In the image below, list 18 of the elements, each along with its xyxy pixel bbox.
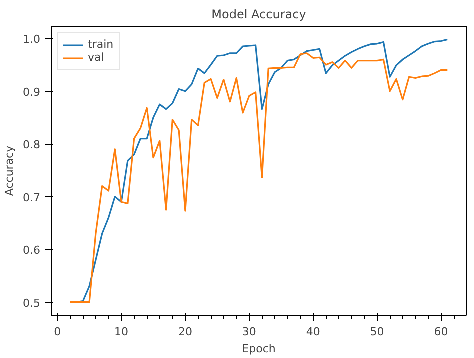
chart-title: Model Accuracy bbox=[212, 8, 306, 22]
y-axis-title: Accuracy bbox=[3, 145, 16, 196]
x-axis-title: Epoch bbox=[242, 342, 276, 356]
x-tick-label: 30 bbox=[242, 326, 256, 338]
x-tick-label: 20 bbox=[178, 326, 192, 338]
x-tick-label: 50 bbox=[370, 326, 384, 338]
x-tick-label: 60 bbox=[434, 326, 448, 338]
legend-label: val bbox=[88, 51, 106, 64]
y-tick-label: 0.6 bbox=[23, 244, 41, 258]
x-tick-label: 10 bbox=[114, 326, 129, 338]
y-tick-label: 0.9 bbox=[23, 86, 41, 99]
y-tick-label: 0.7 bbox=[23, 191, 41, 204]
y-tick-label: 0.5 bbox=[23, 296, 41, 310]
y-tick-label: 0.8 bbox=[23, 138, 41, 152]
legend-label: train bbox=[88, 38, 114, 51]
x-tick-label: 40 bbox=[306, 326, 320, 338]
x-tick-label: 0 bbox=[54, 326, 62, 338]
y-tick-label: 1.0 bbox=[23, 33, 41, 46]
